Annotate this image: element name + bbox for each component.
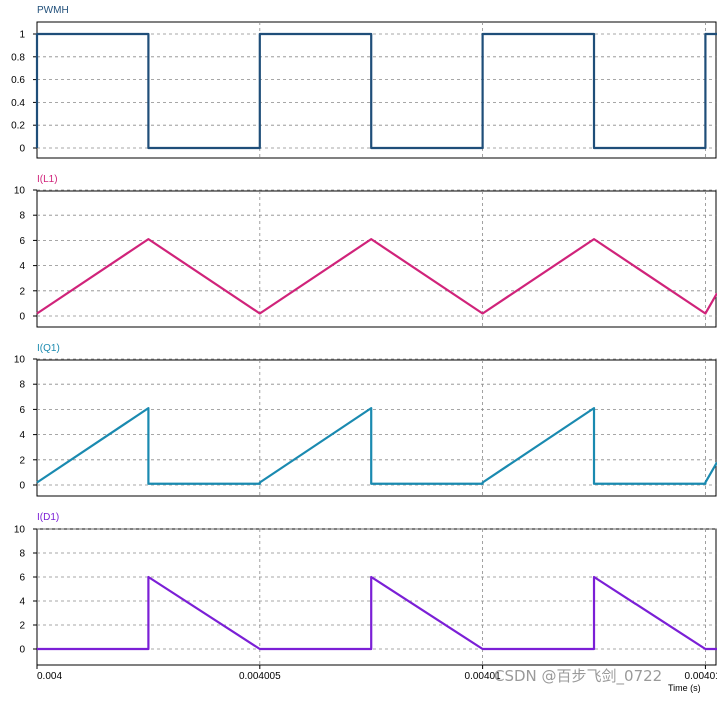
y-tick-label: 2 (19, 455, 25, 466)
waveform-line (35, 32, 717, 150)
y-tick-label: 10 (14, 525, 26, 536)
x-tick-label: 0.004 (37, 671, 62, 682)
y-tick-label: 8 (19, 549, 25, 560)
y-tick-label: 6 (19, 236, 25, 247)
y-tick-label: 0.8 (11, 52, 25, 63)
y-tick-label: 0 (19, 144, 25, 155)
waveform-line (36, 407, 717, 485)
series-label: PWMH (37, 5, 69, 16)
panel-2: 0 2 4 6 8 10 I(L1) (14, 174, 717, 328)
y-tick-label: 0 (19, 312, 25, 323)
y-tick-label: 0.4 (11, 98, 25, 109)
y-tick-label: 6 (19, 405, 25, 416)
x-axis-label: Time (s) (668, 683, 701, 693)
y-tick-label: 10 (14, 186, 26, 197)
y-tick-label: 6 (19, 573, 25, 584)
y-tick-label: 2 (19, 286, 25, 297)
y-tick-label: 0.2 (11, 121, 25, 132)
y-tick-label: 4 (19, 597, 25, 608)
panel-4: 0 2 4 6 8 10 I(D1) (14, 512, 717, 666)
y-tick-label: 0 (19, 481, 25, 492)
watermark: CSDN @百步飞剑_0722 (494, 667, 663, 685)
y-tick-label: 2 (19, 621, 25, 632)
series-label: I(Q1) (37, 343, 60, 354)
panel-1: 0 0.2 0.4 0.6 0.8 1 PWMH (11, 5, 717, 159)
series-label: I(D1) (37, 512, 59, 523)
y-tick-label: 8 (19, 211, 25, 222)
x-tick-label: 0.004015 (685, 671, 717, 682)
plot-frame (36, 21, 717, 159)
x-tick-label: 0.00401 (465, 671, 502, 682)
plot-frame (36, 190, 717, 328)
panel-3: 0 2 4 6 8 10 I(Q1) (14, 343, 717, 497)
y-tick-label: 10 (14, 355, 26, 366)
y-tick-label: 8 (19, 380, 25, 391)
y-tick-label: 4 (19, 430, 25, 441)
plot-frame (36, 528, 717, 666)
plot-frame (36, 359, 717, 497)
y-tick-label: 4 (19, 261, 25, 272)
x-tick-label: 0.004005 (239, 671, 281, 682)
y-tick-label: 0.6 (11, 75, 25, 86)
series-label: I(L1) (37, 174, 58, 185)
y-tick-label: 0 (19, 645, 25, 656)
waveform-line (36, 238, 717, 315)
waveform-line (37, 575, 717, 651)
y-tick-label: 1 (19, 30, 25, 41)
